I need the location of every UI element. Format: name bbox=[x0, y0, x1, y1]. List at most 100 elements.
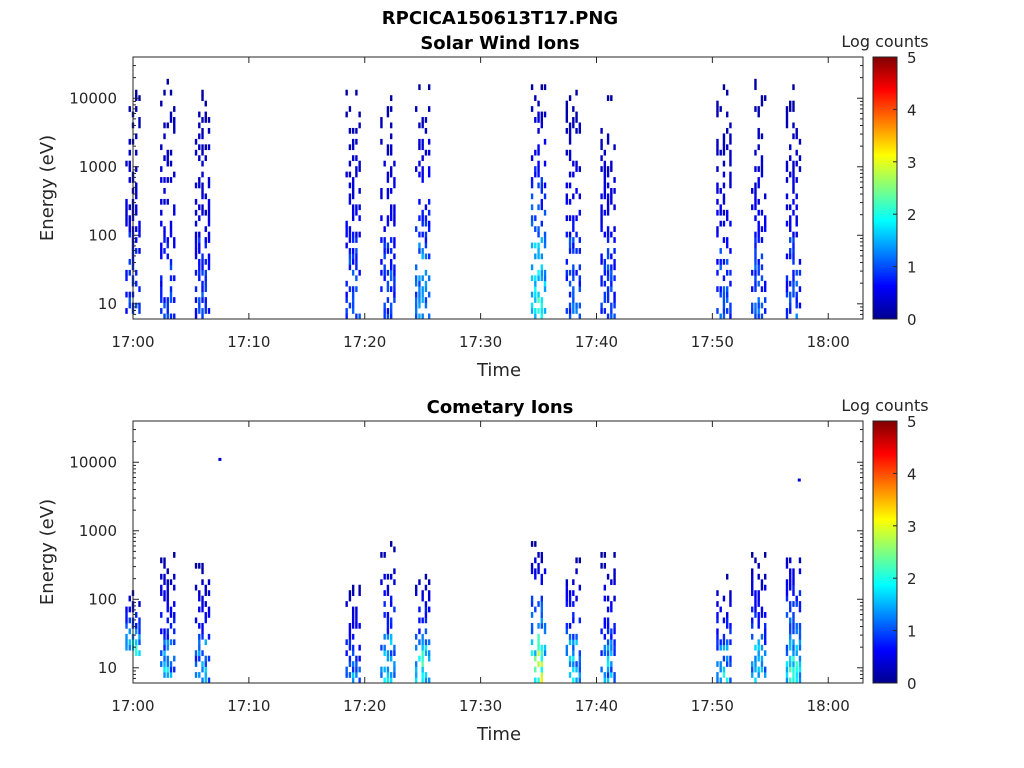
heatmap-cell bbox=[572, 291, 575, 298]
heatmap-cell bbox=[173, 117, 176, 123]
heatmap-cell bbox=[726, 242, 729, 249]
heatmap-cell bbox=[600, 204, 603, 211]
heatmap-cell bbox=[572, 666, 575, 673]
heatmap-cell bbox=[578, 275, 582, 282]
heatmap-cell bbox=[754, 258, 757, 265]
heatmap-cell bbox=[760, 313, 764, 320]
heatmap-cell bbox=[348, 160, 352, 167]
heatmap-cell bbox=[751, 590, 754, 596]
heatmap-cell bbox=[204, 617, 207, 624]
heatmap-cell bbox=[427, 209, 431, 216]
heatmap-cell bbox=[798, 302, 802, 309]
heatmap-cell bbox=[393, 242, 396, 249]
heatmap-cell bbox=[760, 275, 764, 282]
heatmap-cell bbox=[751, 286, 754, 293]
heatmap-cell bbox=[751, 633, 754, 640]
heatmap-cell bbox=[389, 264, 393, 271]
heatmap-cell bbox=[138, 220, 141, 227]
heatmap-cell bbox=[166, 78, 169, 85]
heatmap-cell bbox=[606, 286, 610, 293]
heatmap-cell bbox=[530, 650, 534, 657]
heatmap-cell bbox=[613, 275, 616, 282]
heatmap-cell bbox=[537, 650, 540, 657]
heatmap-cell bbox=[135, 612, 138, 618]
heatmap-cell bbox=[716, 269, 719, 276]
heatmap-cell bbox=[726, 297, 729, 303]
heatmap-cell bbox=[389, 573, 393, 580]
heatmap-cell bbox=[201, 95, 204, 101]
heatmap-cell bbox=[383, 160, 386, 167]
heatmap-cell bbox=[125, 291, 128, 298]
heatmap-cell bbox=[204, 275, 207, 282]
heatmap-cell bbox=[135, 188, 138, 194]
heatmap-cell bbox=[138, 286, 141, 293]
heatmap-cell bbox=[716, 612, 719, 618]
heatmap-cell bbox=[194, 313, 198, 320]
heatmap-cell bbox=[380, 237, 383, 243]
heatmap-cell bbox=[128, 204, 131, 211]
heatmap-cell bbox=[575, 557, 578, 564]
heatmap-cell bbox=[414, 666, 418, 673]
heatmap-cell bbox=[386, 628, 390, 635]
heatmap-cell bbox=[386, 220, 390, 227]
heatmap-cell bbox=[135, 133, 138, 140]
heatmap-cell bbox=[125, 644, 128, 651]
heatmap-cell bbox=[719, 286, 722, 293]
heatmap-cell bbox=[613, 672, 616, 678]
heatmap-cell bbox=[421, 617, 424, 624]
heatmap-cell bbox=[138, 117, 141, 123]
heatmap-cell bbox=[128, 639, 131, 646]
heatmap-cell bbox=[393, 672, 396, 678]
heatmap-cell bbox=[424, 269, 428, 276]
heatmap-cell bbox=[757, 166, 760, 172]
heatmap-cell bbox=[757, 106, 760, 112]
heatmap-cell bbox=[169, 226, 173, 232]
heatmap-cell bbox=[568, 155, 572, 162]
x-tick-label: 17:20 bbox=[343, 333, 386, 351]
heatmap-cell bbox=[418, 313, 421, 320]
heatmap-cell bbox=[792, 568, 795, 575]
heatmap-cell bbox=[414, 264, 418, 271]
heatmap-cell bbox=[173, 666, 176, 673]
heatmap-cell bbox=[163, 595, 166, 602]
heatmap-cell bbox=[565, 308, 569, 314]
heatmap-cell bbox=[348, 144, 352, 151]
heatmap-cell bbox=[613, 595, 616, 602]
heatmap-cell bbox=[169, 612, 173, 618]
heatmap-cell bbox=[530, 155, 534, 162]
heatmap-cell bbox=[351, 155, 355, 162]
heatmap-cell bbox=[537, 275, 540, 282]
colorbar-tick-label: 1 bbox=[907, 623, 917, 641]
heatmap-cell bbox=[537, 291, 540, 298]
heatmap-cell bbox=[792, 661, 795, 667]
heatmap-cell bbox=[135, 193, 138, 200]
heatmap-cell bbox=[537, 297, 540, 303]
heatmap-cell bbox=[383, 302, 386, 309]
heatmap-cell bbox=[798, 269, 802, 276]
heatmap-cell bbox=[389, 655, 393, 662]
heatmap-cell bbox=[348, 672, 352, 678]
heatmap-cell bbox=[166, 122, 169, 129]
heatmap-cell bbox=[138, 650, 141, 657]
x-tick-label: 17:50 bbox=[691, 333, 734, 351]
heatmap-cell bbox=[792, 237, 795, 243]
heatmap-cell bbox=[575, 308, 578, 314]
heatmap-cell bbox=[414, 633, 418, 640]
heatmap-cell bbox=[792, 258, 795, 265]
heatmap-cell bbox=[760, 209, 764, 216]
heatmap-cell bbox=[722, 644, 726, 651]
y-tick-label: 1000 bbox=[79, 158, 117, 176]
heatmap-cell bbox=[789, 655, 792, 662]
heatmap-cell bbox=[716, 106, 719, 112]
heatmap-cell bbox=[418, 144, 421, 151]
heatmap-cell bbox=[610, 198, 613, 205]
heatmap-cell bbox=[389, 286, 393, 293]
heatmap-cell bbox=[351, 302, 355, 309]
heatmap-cell bbox=[798, 286, 802, 293]
heatmap-cell bbox=[166, 302, 169, 309]
heatmap-cell bbox=[383, 666, 386, 673]
heatmap-cell bbox=[789, 644, 792, 651]
heatmap-cell bbox=[204, 193, 207, 200]
heatmap-cell bbox=[207, 258, 211, 265]
heatmap-cell bbox=[393, 253, 396, 260]
